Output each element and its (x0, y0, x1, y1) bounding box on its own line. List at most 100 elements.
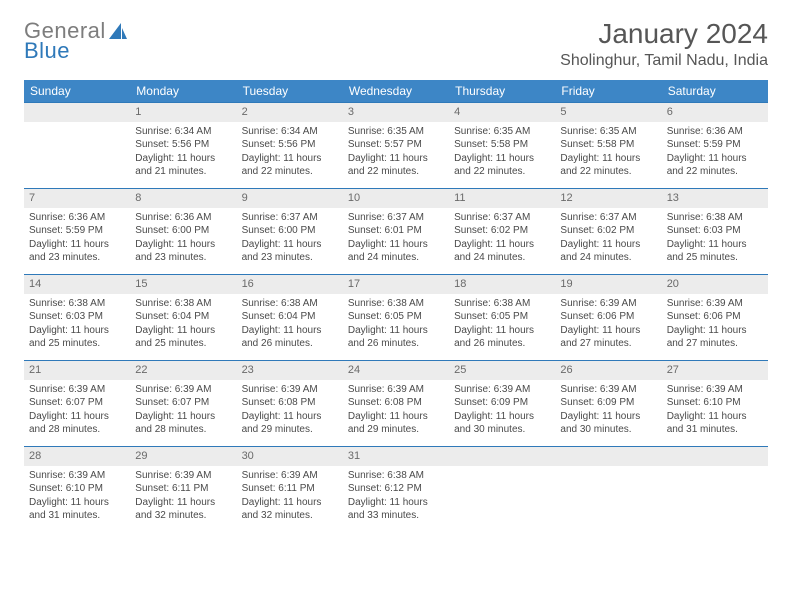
sunrise-line: Sunrise: 6:37 AM (560, 211, 656, 225)
sunset-line: Sunset: 6:05 PM (348, 310, 444, 324)
day-body: Sunrise: 6:39 AMSunset: 6:10 PMDaylight:… (662, 380, 768, 441)
daylight-line: Daylight: 11 hours and 25 minutes. (29, 324, 125, 351)
sunrise-line: Sunrise: 6:39 AM (242, 469, 338, 483)
sunset-line: Sunset: 6:06 PM (560, 310, 656, 324)
day-body: Sunrise: 6:39 AMSunset: 6:07 PMDaylight:… (130, 380, 236, 441)
sunset-line: Sunset: 6:10 PM (667, 396, 763, 410)
sunrise-line: Sunrise: 6:39 AM (29, 383, 125, 397)
sunrise-line: Sunrise: 6:35 AM (454, 125, 550, 139)
day-cell: 31Sunrise: 6:38 AMSunset: 6:12 PMDayligh… (343, 447, 449, 533)
day-body: Sunrise: 6:37 AMSunset: 6:00 PMDaylight:… (237, 208, 343, 269)
daynum-empty (662, 447, 768, 466)
day-body: Sunrise: 6:39 AMSunset: 6:09 PMDaylight:… (555, 380, 661, 441)
day-body: Sunrise: 6:36 AMSunset: 5:59 PMDaylight:… (24, 208, 130, 269)
daynum: 9 (237, 189, 343, 208)
day-cell: 3Sunrise: 6:35 AMSunset: 5:57 PMDaylight… (343, 103, 449, 189)
day-cell: 10Sunrise: 6:37 AMSunset: 6:01 PMDayligh… (343, 189, 449, 275)
daynum: 24 (343, 361, 449, 380)
sunset-line: Sunset: 5:57 PM (348, 138, 444, 152)
day-cell: 5Sunrise: 6:35 AMSunset: 5:58 PMDaylight… (555, 103, 661, 189)
day-body: Sunrise: 6:39 AMSunset: 6:08 PMDaylight:… (343, 380, 449, 441)
daylight-line: Daylight: 11 hours and 24 minutes. (560, 238, 656, 265)
weekday-sunday: Sunday (24, 80, 130, 103)
day-cell: 11Sunrise: 6:37 AMSunset: 6:02 PMDayligh… (449, 189, 555, 275)
day-cell: 30Sunrise: 6:39 AMSunset: 6:11 PMDayligh… (237, 447, 343, 533)
empty-cell (662, 447, 768, 533)
day-body: Sunrise: 6:38 AMSunset: 6:05 PMDaylight:… (449, 294, 555, 355)
daynum: 3 (343, 103, 449, 122)
sunrise-line: Sunrise: 6:36 AM (667, 125, 763, 139)
day-cell: 16Sunrise: 6:38 AMSunset: 6:04 PMDayligh… (237, 275, 343, 361)
sunrise-line: Sunrise: 6:39 AM (667, 297, 763, 311)
sunset-line: Sunset: 5:59 PM (667, 138, 763, 152)
daynum-empty (449, 447, 555, 466)
calendar-table: SundayMondayTuesdayWednesdayThursdayFrid… (24, 80, 768, 533)
sunrise-line: Sunrise: 6:39 AM (560, 383, 656, 397)
daylight-line: Daylight: 11 hours and 27 minutes. (667, 324, 763, 351)
daynum: 27 (662, 361, 768, 380)
calendar-row: 1Sunrise: 6:34 AMSunset: 5:56 PMDaylight… (24, 103, 768, 189)
day-cell: 12Sunrise: 6:37 AMSunset: 6:02 PMDayligh… (555, 189, 661, 275)
daylight-line: Daylight: 11 hours and 23 minutes. (135, 238, 231, 265)
day-body: Sunrise: 6:34 AMSunset: 5:56 PMDaylight:… (237, 122, 343, 183)
sunrise-line: Sunrise: 6:38 AM (667, 211, 763, 225)
sunrise-line: Sunrise: 6:39 AM (135, 469, 231, 483)
daylight-line: Daylight: 11 hours and 22 minutes. (348, 152, 444, 179)
daynum: 2 (237, 103, 343, 122)
daynum: 26 (555, 361, 661, 380)
daynum: 13 (662, 189, 768, 208)
sunrise-line: Sunrise: 6:34 AM (135, 125, 231, 139)
logo-text-blue: Blue (24, 38, 70, 64)
day-body: Sunrise: 6:38 AMSunset: 6:05 PMDaylight:… (343, 294, 449, 355)
sunset-line: Sunset: 6:08 PM (348, 396, 444, 410)
daylight-line: Daylight: 11 hours and 30 minutes. (454, 410, 550, 437)
daynum: 31 (343, 447, 449, 466)
daylight-line: Daylight: 11 hours and 30 minutes. (560, 410, 656, 437)
day-body: Sunrise: 6:39 AMSunset: 6:09 PMDaylight:… (449, 380, 555, 441)
empty-cell (24, 103, 130, 189)
sunset-line: Sunset: 5:58 PM (454, 138, 550, 152)
day-body: Sunrise: 6:39 AMSunset: 6:08 PMDaylight:… (237, 380, 343, 441)
sunrise-line: Sunrise: 6:34 AM (242, 125, 338, 139)
calendar-row: 14Sunrise: 6:38 AMSunset: 6:03 PMDayligh… (24, 275, 768, 361)
sunset-line: Sunset: 6:09 PM (560, 396, 656, 410)
day-body: Sunrise: 6:38 AMSunset: 6:04 PMDaylight:… (237, 294, 343, 355)
day-cell: 7Sunrise: 6:36 AMSunset: 5:59 PMDaylight… (24, 189, 130, 275)
daynum: 5 (555, 103, 661, 122)
daylight-line: Daylight: 11 hours and 26 minutes. (454, 324, 550, 351)
day-cell: 13Sunrise: 6:38 AMSunset: 6:03 PMDayligh… (662, 189, 768, 275)
day-cell: 18Sunrise: 6:38 AMSunset: 6:05 PMDayligh… (449, 275, 555, 361)
sunset-line: Sunset: 6:12 PM (348, 482, 444, 496)
calendar-row: 21Sunrise: 6:39 AMSunset: 6:07 PMDayligh… (24, 361, 768, 447)
daylight-line: Daylight: 11 hours and 23 minutes. (242, 238, 338, 265)
daynum: 18 (449, 275, 555, 294)
sunrise-line: Sunrise: 6:37 AM (348, 211, 444, 225)
daynum: 22 (130, 361, 236, 380)
day-cell: 15Sunrise: 6:38 AMSunset: 6:04 PMDayligh… (130, 275, 236, 361)
sunrise-line: Sunrise: 6:39 AM (242, 383, 338, 397)
sunrise-line: Sunrise: 6:38 AM (454, 297, 550, 311)
sunset-line: Sunset: 5:59 PM (29, 224, 125, 238)
daynum: 11 (449, 189, 555, 208)
sunrise-line: Sunrise: 6:39 AM (29, 469, 125, 483)
logo-sail-icon (108, 22, 128, 40)
daynum: 20 (662, 275, 768, 294)
day-cell: 2Sunrise: 6:34 AMSunset: 5:56 PMDaylight… (237, 103, 343, 189)
daylight-line: Daylight: 11 hours and 28 minutes. (135, 410, 231, 437)
sunset-line: Sunset: 6:07 PM (29, 396, 125, 410)
sunrise-line: Sunrise: 6:36 AM (29, 211, 125, 225)
daynum: 17 (343, 275, 449, 294)
day-cell: 24Sunrise: 6:39 AMSunset: 6:08 PMDayligh… (343, 361, 449, 447)
day-body: Sunrise: 6:37 AMSunset: 6:02 PMDaylight:… (555, 208, 661, 269)
sunrise-line: Sunrise: 6:38 AM (135, 297, 231, 311)
daynum: 25 (449, 361, 555, 380)
day-body: Sunrise: 6:39 AMSunset: 6:10 PMDaylight:… (24, 466, 130, 527)
day-cell: 4Sunrise: 6:35 AMSunset: 5:58 PMDaylight… (449, 103, 555, 189)
daynum: 1 (130, 103, 236, 122)
calendar-row: 7Sunrise: 6:36 AMSunset: 5:59 PMDaylight… (24, 189, 768, 275)
weekday-header-row: SundayMondayTuesdayWednesdayThursdayFrid… (24, 80, 768, 103)
sunrise-line: Sunrise: 6:35 AM (560, 125, 656, 139)
empty-cell (449, 447, 555, 533)
sunset-line: Sunset: 6:11 PM (242, 482, 338, 496)
daynum: 15 (130, 275, 236, 294)
